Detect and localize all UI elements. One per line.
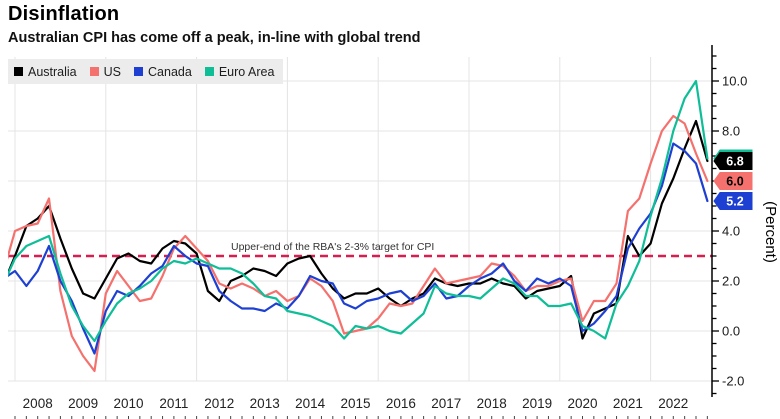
x-tick-label: 2018 bbox=[477, 396, 507, 411]
y-tick-label: 4.0 bbox=[722, 224, 740, 239]
x-tick-label: 2015 bbox=[340, 396, 370, 411]
canada-value-label: 5.2 bbox=[726, 195, 743, 209]
y-tick-label: 10.0 bbox=[722, 74, 747, 89]
chart-title: Disinflation bbox=[8, 3, 120, 25]
legend-item-label: US bbox=[103, 64, 122, 79]
x-tick-label: 2013 bbox=[250, 396, 280, 411]
legend-item-label: Australia bbox=[28, 64, 77, 79]
legend-swatch-icon bbox=[134, 67, 144, 76]
x-tick-label: 2019 bbox=[522, 396, 552, 411]
canada-line bbox=[8, 142, 709, 355]
legend-swatch-icon bbox=[89, 67, 99, 76]
us-value-tag bbox=[713, 172, 753, 190]
x-tick-label: 2022 bbox=[658, 396, 688, 411]
y-axis-title: (Percent) bbox=[762, 201, 779, 263]
australia-line bbox=[8, 119, 709, 340]
australia-value-tag bbox=[713, 152, 753, 170]
chart-legend: Australia US Canada Euro Area bbox=[8, 59, 284, 84]
legend-item-label: Canada bbox=[148, 64, 192, 79]
y-tick-label: 2.0 bbox=[722, 274, 740, 289]
y-tick-label: 0.0 bbox=[722, 324, 740, 339]
legend-item-australia: Australia bbox=[14, 65, 77, 79]
y-tick-label: 8.0 bbox=[722, 124, 740, 139]
x-tick-label: 2014 bbox=[295, 396, 326, 411]
x-tick-label: 2012 bbox=[204, 396, 234, 411]
x-tick-label: 2016 bbox=[386, 396, 416, 411]
euro-area-line bbox=[8, 79, 709, 343]
y-tick-label: -2.0 bbox=[722, 374, 744, 389]
legend-swatch-icon bbox=[204, 67, 214, 76]
legend-item-canada: Canada bbox=[134, 65, 192, 79]
x-tick-label: 2009 bbox=[68, 396, 98, 411]
x-tick-label: 2008 bbox=[23, 396, 53, 411]
chart-header: Disinflation Australian CPI has come off… bbox=[8, 2, 421, 48]
australia-value-label: 6.8 bbox=[726, 155, 743, 169]
legend-item-label: Euro Area bbox=[218, 64, 275, 79]
canada-value-tag bbox=[713, 192, 753, 210]
us-value-label: 6.0 bbox=[726, 175, 743, 189]
x-tick-label: 2010 bbox=[113, 396, 143, 411]
legend-item-us: US bbox=[89, 64, 122, 79]
legend-swatch-icon bbox=[14, 67, 23, 76]
chart-subtitle: Australian CPI has come off a peak, in-l… bbox=[8, 30, 421, 46]
x-tick-label: 2011 bbox=[159, 396, 188, 411]
x-tick-label: 2020 bbox=[567, 396, 597, 411]
x-tick-label: 2017 bbox=[431, 396, 461, 411]
us-line bbox=[8, 114, 709, 373]
legend-item-euro-area: Euro Area bbox=[204, 64, 275, 79]
x-tick-label: 2021 bbox=[613, 396, 643, 411]
rba-target-annotation: Upper-end of the RBA's 2-3% target for C… bbox=[231, 241, 434, 253]
